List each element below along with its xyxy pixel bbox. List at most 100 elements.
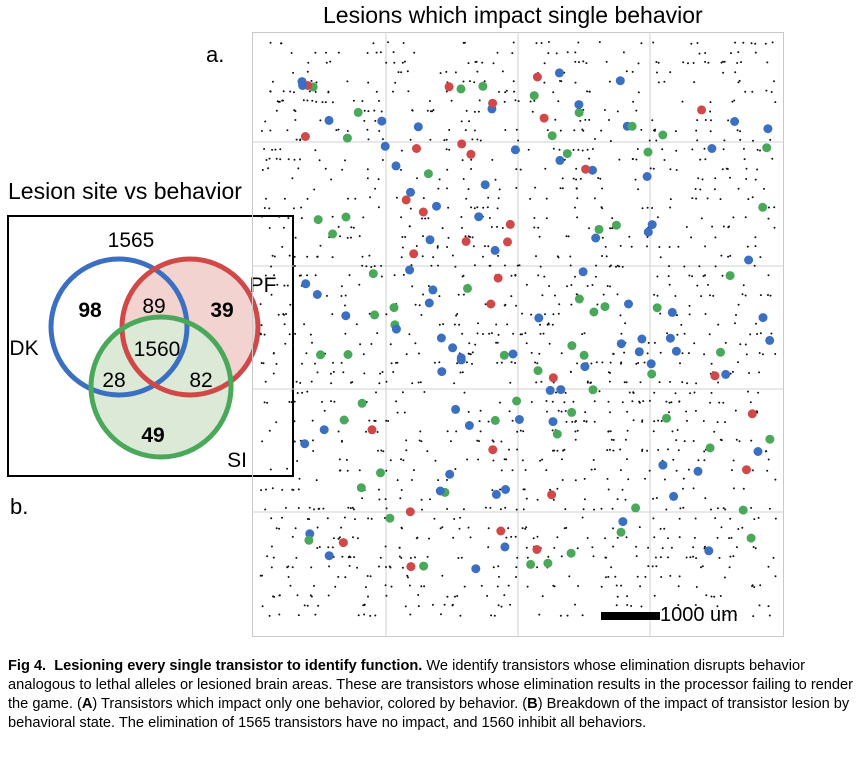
transistor-dot	[377, 178, 380, 181]
transistor-dot	[451, 254, 454, 257]
transistor-dot	[647, 565, 650, 568]
transistor-dot	[669, 206, 672, 209]
transistor-dot	[620, 361, 623, 364]
transistor-dot	[707, 61, 710, 64]
transistor-dot	[636, 575, 639, 578]
transistor-dot	[615, 584, 618, 587]
transistor-dot	[518, 264, 521, 267]
transistor-dot	[482, 206, 485, 209]
transistor-dot	[750, 506, 753, 509]
transistor-dot	[581, 333, 584, 336]
transistor-dot	[672, 458, 675, 461]
lesion-marker	[339, 415, 349, 425]
transistor-dot	[532, 537, 535, 540]
map-grid	[252, 32, 784, 637]
transistor-dot	[538, 613, 541, 616]
transistor-dot	[288, 254, 291, 257]
transistor-dot	[536, 498, 539, 501]
transistor-dot	[598, 41, 601, 44]
transistor-dot	[393, 61, 396, 64]
lesion-map	[252, 32, 784, 637]
transistor-dot	[515, 186, 518, 189]
transistor-dot	[549, 488, 552, 491]
transistor-dot	[264, 380, 267, 383]
transistor-dot	[654, 128, 657, 131]
transistor-dot	[471, 362, 473, 365]
transistor-dot	[720, 254, 723, 257]
transistor-dot	[677, 585, 680, 588]
transistor-dot	[604, 245, 607, 248]
transistor-dot	[367, 110, 370, 113]
transistor-dot	[341, 168, 344, 171]
transistor-dot	[348, 564, 351, 567]
transistor-dot	[392, 51, 395, 54]
transistor-dot	[553, 449, 556, 452]
transistor-dot	[314, 362, 316, 365]
transistor-dot	[441, 574, 444, 577]
transistor-dot	[420, 440, 423, 443]
transistor-dot	[265, 197, 267, 200]
lesion-marker	[490, 245, 500, 255]
venn-diagram: 1565 DK PF SI 98 39 49 89 28 82 1560	[9, 229, 277, 472]
transistor-dot	[522, 508, 525, 511]
transistor-dot	[535, 381, 538, 384]
transistor-dot	[508, 448, 510, 451]
venn-pf-label: PF	[250, 274, 277, 297]
transistor-dot	[582, 508, 585, 511]
transistor-dot	[688, 313, 691, 316]
transistor-dot	[330, 400, 332, 403]
transistor-dot	[677, 245, 680, 248]
transistor-dot	[652, 41, 655, 44]
transistor-dot	[353, 556, 356, 559]
transistor-dot	[610, 438, 613, 441]
transistor-dot	[499, 488, 502, 491]
transistor-dot	[681, 381, 684, 384]
transistor-dot	[683, 265, 686, 268]
transistor-dot	[547, 41, 550, 43]
transistor-dot	[290, 52, 293, 54]
transistor-dot	[707, 283, 709, 286]
transistor-dot	[266, 555, 269, 558]
transistor-dot	[514, 362, 517, 364]
transistor-dot	[412, 469, 415, 472]
transistor-dot	[367, 517, 370, 520]
transistor-dot	[694, 188, 697, 190]
transistor-dot	[280, 42, 282, 45]
transistor-dot	[530, 351, 533, 354]
transistor-dot	[270, 545, 273, 548]
transistor-dot	[380, 264, 383, 267]
lesion-marker	[301, 279, 311, 289]
transistor-dot	[275, 421, 278, 424]
transistor-dot	[340, 440, 343, 443]
transistor-dot	[456, 313, 459, 315]
transistor-dot	[583, 332, 586, 335]
transistor-dot	[411, 382, 414, 385]
transistor-dot	[401, 236, 404, 238]
transistor-dot	[504, 303, 507, 306]
transistor-dot	[695, 382, 698, 385]
transistor-dot	[418, 352, 420, 355]
transistor-dot	[678, 575, 681, 578]
lesion-marker	[391, 161, 401, 171]
transistor-dot	[524, 469, 527, 471]
transistor-dot	[561, 177, 564, 180]
transistor-dot	[461, 226, 463, 229]
transistor-dot	[278, 215, 281, 218]
lesion-marker	[667, 307, 677, 317]
transistor-dot	[297, 488, 300, 491]
transistor-dot	[562, 449, 565, 452]
transistor-dot	[757, 391, 760, 394]
transistor-dot	[316, 547, 319, 549]
transistor-dot	[473, 207, 476, 210]
transistor-dot	[674, 295, 677, 297]
transistor-dot	[487, 420, 490, 423]
transistor-dot	[301, 362, 303, 365]
transistor-dot	[552, 498, 555, 501]
transistor-dot	[409, 138, 412, 141]
transistor-dot	[721, 168, 724, 171]
transistor-dot	[705, 594, 708, 597]
transistor-dot	[264, 120, 267, 123]
transistor-dot	[327, 90, 330, 93]
transistor-dot	[652, 430, 655, 433]
scale-bar	[601, 612, 660, 620]
